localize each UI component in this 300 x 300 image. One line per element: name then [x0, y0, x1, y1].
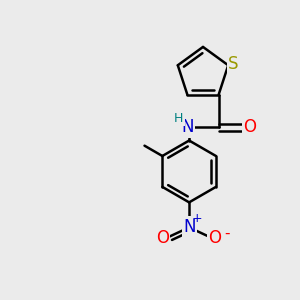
Text: O: O [208, 229, 221, 247]
Text: S: S [228, 55, 239, 73]
Text: H: H [174, 112, 184, 125]
Text: N: N [183, 218, 195, 236]
Text: +: + [192, 212, 203, 225]
Text: N: N [182, 118, 194, 136]
Text: O: O [156, 229, 169, 247]
Text: -: - [225, 226, 230, 241]
Text: O: O [244, 118, 256, 136]
